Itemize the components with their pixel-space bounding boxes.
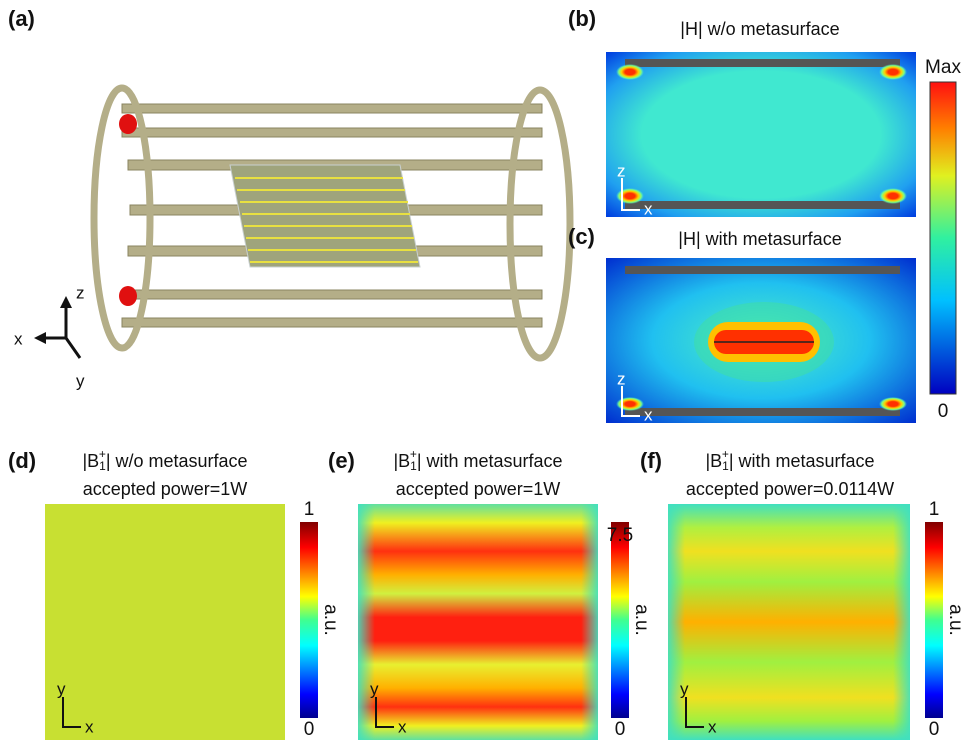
axis-label: x (644, 405, 653, 424)
panel-label: (d) (8, 448, 36, 473)
colorbar-max: 1 (929, 499, 940, 520)
title-sup: + (99, 447, 106, 461)
colorbar (925, 522, 943, 718)
colorbar (930, 82, 956, 394)
axis-label: y (76, 371, 85, 390)
title-sup: + (722, 447, 729, 461)
colorbar-min: 0 (929, 719, 940, 740)
conductor (625, 201, 900, 209)
panel-label: (e) (328, 448, 355, 473)
colorbar (300, 522, 318, 718)
axis-label: y (57, 679, 66, 698)
panel-label: (f) (640, 448, 662, 473)
hotspot (616, 64, 644, 80)
panel-label: (c) (568, 224, 595, 249)
axis-label: z (76, 283, 85, 302)
title-part: |B (393, 451, 410, 471)
colorbar-unit: a.u. (320, 604, 341, 636)
axis-label: x (85, 717, 94, 736)
title-part: |B (705, 451, 722, 471)
title-part: | with metasurface (417, 451, 563, 471)
axis-label: x (398, 717, 407, 736)
panel-title: |B1+| w/o metasurface (82, 447, 247, 473)
title-sup: + (410, 447, 417, 461)
colorbar-min: 0 (615, 719, 626, 740)
panel-label: (a) (8, 6, 35, 31)
axis-label: y (680, 679, 689, 698)
axis-label: x (14, 329, 23, 348)
conductor (625, 408, 900, 416)
axis-label: z (617, 369, 626, 388)
axis-label: x (708, 717, 717, 736)
title-part: | with metasurface (729, 451, 875, 471)
colorbar-min: 0 (938, 401, 949, 422)
axis-label: y (370, 679, 379, 698)
panel-label: (b) (568, 6, 596, 31)
colorbar-max: Max (925, 57, 961, 78)
axes-triad (34, 296, 80, 358)
colorbar-min: 0 (304, 719, 315, 740)
colorbar-unit: a.u. (945, 604, 966, 636)
conductor (625, 59, 900, 67)
panel-subtitle: accepted power=0.0114W (686, 479, 894, 499)
conductor (625, 266, 900, 274)
title-part: | w/o metasurface (106, 451, 248, 471)
panel-title: |H| w/o metasurface (680, 19, 839, 39)
birdcage (94, 88, 570, 358)
panel-subtitle: accepted power=1W (83, 479, 248, 499)
hotspot (616, 397, 644, 411)
axis-label: x (644, 199, 653, 218)
colorbar-max: 7.5 (607, 525, 633, 546)
hotspot (879, 188, 907, 204)
axis-label: z (617, 161, 626, 180)
panel-title: |B1+| with metasurface (393, 447, 562, 473)
title-part: |B (82, 451, 99, 471)
colorbar-unit: a.u. (631, 604, 652, 636)
colorbar-max: 1 (304, 499, 315, 520)
panel-subtitle: accepted power=1W (396, 479, 561, 499)
field-map (45, 504, 285, 740)
hotspot (879, 64, 907, 80)
hotspot (616, 188, 644, 204)
panel-title: |B1+| with metasurface (705, 447, 874, 473)
colorbar (611, 522, 629, 718)
panel-title: |H| with metasurface (678, 229, 841, 249)
figure: (a) z x y (b) |H| w/o metasurface (0, 0, 968, 744)
field-edge (668, 504, 910, 740)
hotspot (879, 397, 907, 411)
field-map (606, 52, 916, 217)
field-edge (358, 504, 598, 740)
